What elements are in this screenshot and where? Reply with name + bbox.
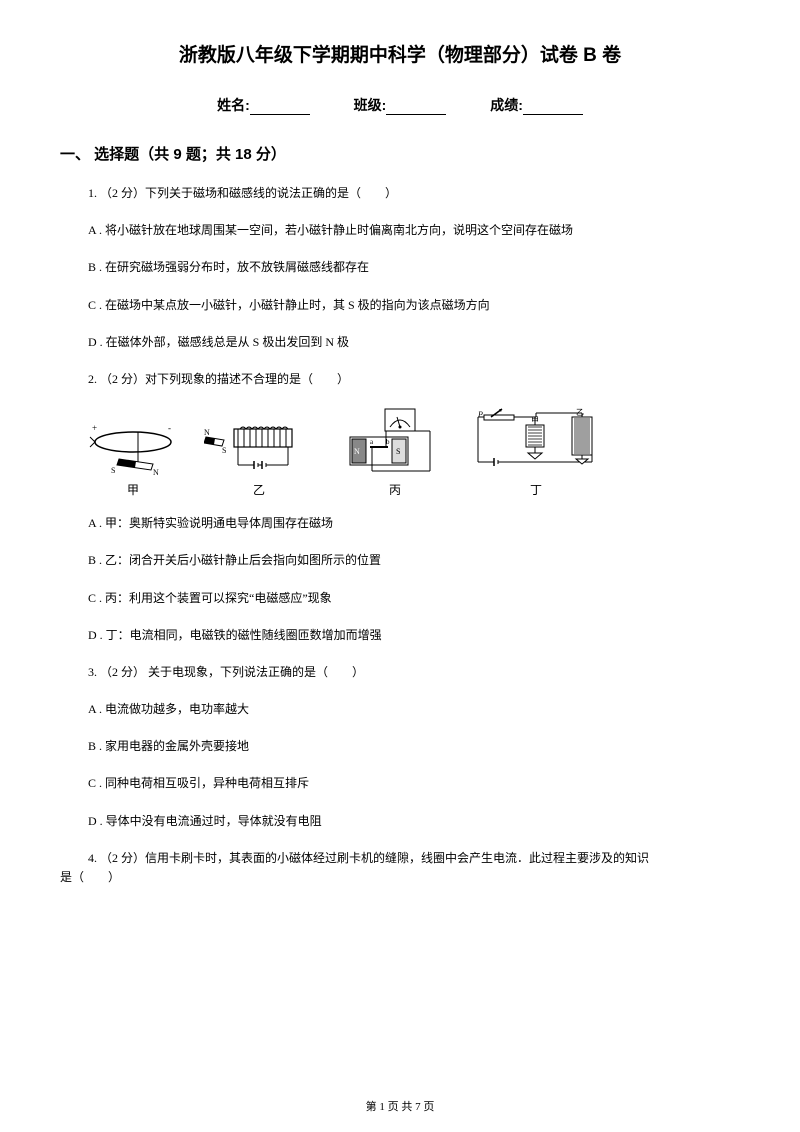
q2-optD: D . 丁：电流相同，电磁铁的磁性随线圈匝数增加而增强 [88,626,740,645]
q2-optA: A . 甲：奥斯特实验说明通电导体周围存在磁场 [88,514,740,533]
diagram-jia: + - S N 甲 [88,417,178,498]
q3-optB: B . 家用电器的金属外壳要接地 [88,737,740,756]
name-blank[interactable] [250,100,310,115]
svg-text:S: S [222,446,226,455]
svg-text:-: - [168,423,171,433]
svg-text:S: S [111,466,115,475]
diagram-bing-label: 丙 [389,481,401,498]
em-induction-icon: N S a b [340,407,450,477]
solenoid-compass-icon: N S [204,417,314,477]
section-1-heading: 一、 选择题（共 9 题；共 18 分） [60,143,740,164]
q1-stem: 1. （2 分）下列关于磁场和磁感线的说法正确的是（ ） [88,184,740,203]
q3-stem: 3. （2 分） 关于电现象，下列说法正确的是（ ） [88,663,740,682]
q2-stem: 2. （2 分）对下列现象的描述不合理的是（ ） [88,370,740,389]
diagram-yi: N S 乙 [204,417,314,498]
name-label: 姓名: [217,97,250,113]
diagram-jia-label: 甲 [127,481,139,498]
diagram-bing: N S a b 丙 [340,407,450,498]
q3-optD: D . 导体中没有电流通过时，导体就没有电阻 [88,812,740,831]
electromagnet-icon: P 甲 [476,407,596,477]
q2-optC: C . 丙：利用这个装置可以探究“电磁感应”现象 [88,589,740,608]
svg-text:a: a [370,438,374,446]
diagram-ding-label: 丁 [530,481,542,498]
svg-text:S: S [396,447,400,456]
q1-optD: D . 在磁体外部，磁感线总是从 S 极出发回到 N 极 [88,333,740,352]
info-line: 姓名: 班级: 成绩: [60,95,740,115]
svg-text:乙: 乙 [576,408,584,417]
q1-optA: A . 将小磁针放在地球周围某一空间，若小磁针静止时偏离南北方向，说明这个空间存… [88,221,740,240]
q4-line1: 4. （2 分）信用卡刷卡时，其表面的小磁体经过刷卡机的缝隙，线圈中会产生电流．… [88,851,649,865]
diagram-ding: P 甲 [476,407,596,498]
svg-text:N: N [354,447,360,456]
q3-optA: A . 电流做功越多，电功率越大 [88,700,740,719]
class-blank[interactable] [386,100,446,115]
q1-optB: B . 在研究磁场强弱分布时，放不放铁屑磁感线都存在 [88,258,740,277]
exam-title: 浙教版八年级下学期期中科学（物理部分）试卷 B 卷 [60,40,740,67]
svg-text:b: b [386,438,390,446]
svg-text:+: + [92,423,97,433]
page-footer: 第 1 页 共 7 页 [0,1098,800,1114]
score-label: 成绩: [490,97,523,113]
q4-stem: 4. （2 分）信用卡刷卡时，其表面的小磁体经过刷卡机的缝隙，线圈中会产生电流．… [60,849,740,887]
q2-optB: B . 乙：闭合开关后小磁针静止后会指向如图所示的位置 [88,551,740,570]
oersted-icon: + - S N [88,417,178,477]
q4-line2: 是（ ） [60,870,120,884]
svg-text:N: N [204,428,210,437]
score-blank[interactable] [523,100,583,115]
q1-optC: C . 在磁场中某点放一小磁针，小磁针静止时，其 S 极的指向为该点磁场方向 [88,296,740,315]
class-label: 班级: [354,97,387,113]
svg-text:甲: 甲 [531,416,539,425]
svg-text:N: N [153,468,159,477]
q3-optC: C . 同种电荷相互吸引，异种电荷相互排斥 [88,774,740,793]
q2-diagram-row: + - S N 甲 N S [88,407,740,498]
diagram-yi-label: 乙 [253,481,265,498]
